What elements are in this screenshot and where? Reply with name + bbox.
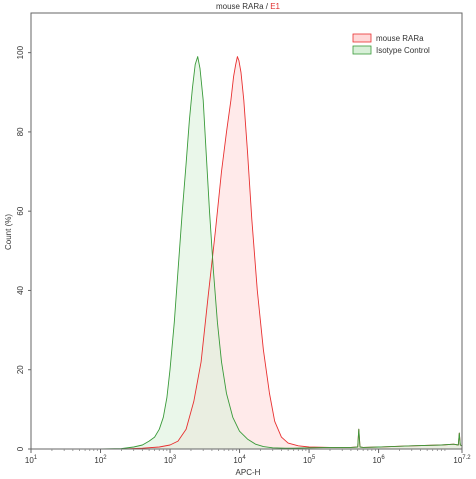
x-tick-label: 107.2 (453, 455, 471, 465)
legend: mouse RARa Isotype Control (352, 33, 430, 55)
legend-swatch-1 (352, 45, 372, 55)
x-tick-label: 103 (164, 455, 177, 465)
y-axis-label: Count (%) (4, 214, 13, 250)
chart-title: mouse RARa / E1 (216, 2, 281, 11)
y-tick-label: 100 (16, 45, 25, 59)
x-axis: 101 102 103 104 105 106 107.2 (25, 449, 471, 465)
y-tick-label: 80 (16, 127, 25, 136)
y-tick-label: 40 (16, 285, 25, 294)
y-axis: 0 20 40 60 80 100 (16, 45, 31, 451)
y-tick-label: 60 (16, 206, 25, 215)
x-tick-label: 102 (94, 455, 107, 465)
x-tick-label: 104 (233, 455, 246, 465)
series-area-1 (100, 56, 462, 449)
x-tick-label: 105 (303, 455, 316, 465)
plot-frame (30, 12, 463, 450)
x-tick-label: 106 (372, 455, 385, 465)
legend-label-0: mouse RARa (376, 34, 424, 43)
x-axis-label: APC-H (236, 468, 261, 477)
legend-swatch-0 (352, 33, 372, 43)
x-tick-label: 101 (25, 455, 38, 465)
plot-area (100, 56, 463, 450)
legend-label-1: Isotype Control (376, 46, 430, 55)
y-tick-label: 0 (16, 446, 25, 451)
series-line-1 (100, 56, 463, 450)
y-tick-label: 20 (16, 365, 25, 374)
